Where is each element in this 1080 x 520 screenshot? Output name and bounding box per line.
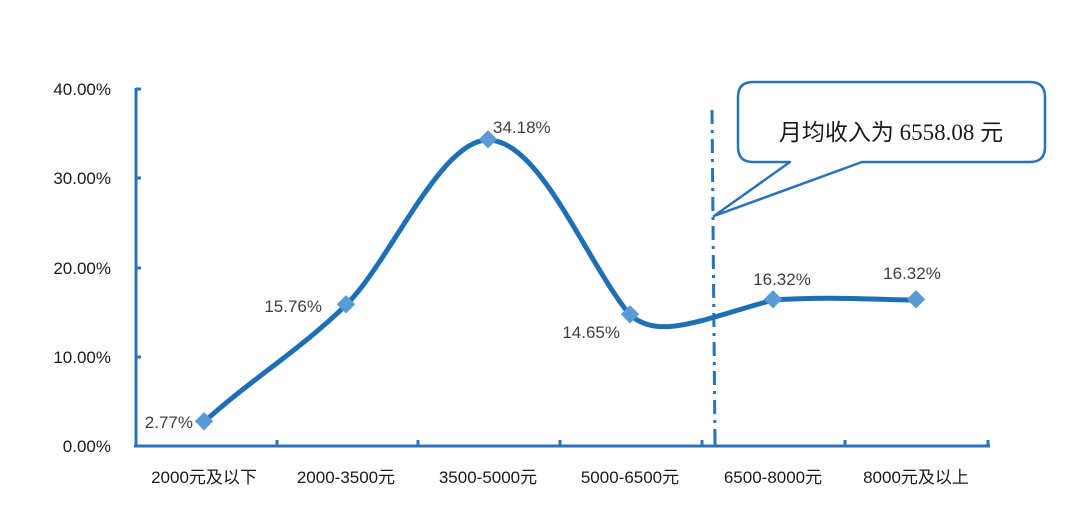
y-tick-label: 0.00% xyxy=(63,437,111,456)
data-label: 14.65% xyxy=(562,323,620,342)
callout-text: 月均收入为 6558.08 元 xyxy=(779,120,1003,145)
data-point-marker xyxy=(620,305,640,324)
data-point-marker xyxy=(194,412,214,431)
y-tick-label: 40.00% xyxy=(53,80,111,99)
data-point-marker xyxy=(336,295,356,314)
data-labels: 2.77% 15.76% 34.18% 14.65% 16.32% 16.32% xyxy=(145,118,941,432)
x-tick-label: 2000元及以下 xyxy=(151,468,257,487)
x-tick-label: 8000元及以上 xyxy=(863,468,969,487)
x-tick-label: 6500-8000元 xyxy=(724,468,822,487)
y-axis: 40.00% 30.00% 20.00% 10.00% 0.00% xyxy=(53,80,141,456)
data-label: 15.76% xyxy=(264,297,322,316)
data-label: 2.77% xyxy=(145,413,193,432)
y-tick-label: 20.00% xyxy=(53,259,111,278)
y-tick-label: 10.00% xyxy=(53,348,111,367)
x-tick-label: 5000-6500元 xyxy=(581,468,679,487)
data-point-marker xyxy=(763,290,783,309)
x-tick-label: 3500-5000元 xyxy=(439,468,537,487)
data-label: 16.32% xyxy=(753,270,811,289)
data-label: 16.32% xyxy=(883,264,941,283)
x-axis: 2000元及以下 2000-3500元 3500-5000元 5000-6500… xyxy=(134,434,990,487)
average-income-line xyxy=(710,109,717,447)
x-tick-label: 2000-3500元 xyxy=(297,468,395,487)
y-tick-label: 30.00% xyxy=(53,169,111,188)
data-point-marker xyxy=(906,290,926,309)
average-income-callout: 月均收入为 6558.08 元 xyxy=(712,80,1047,218)
data-point-marker xyxy=(478,130,498,149)
data-label: 34.18% xyxy=(493,118,551,137)
data-markers xyxy=(194,130,926,431)
